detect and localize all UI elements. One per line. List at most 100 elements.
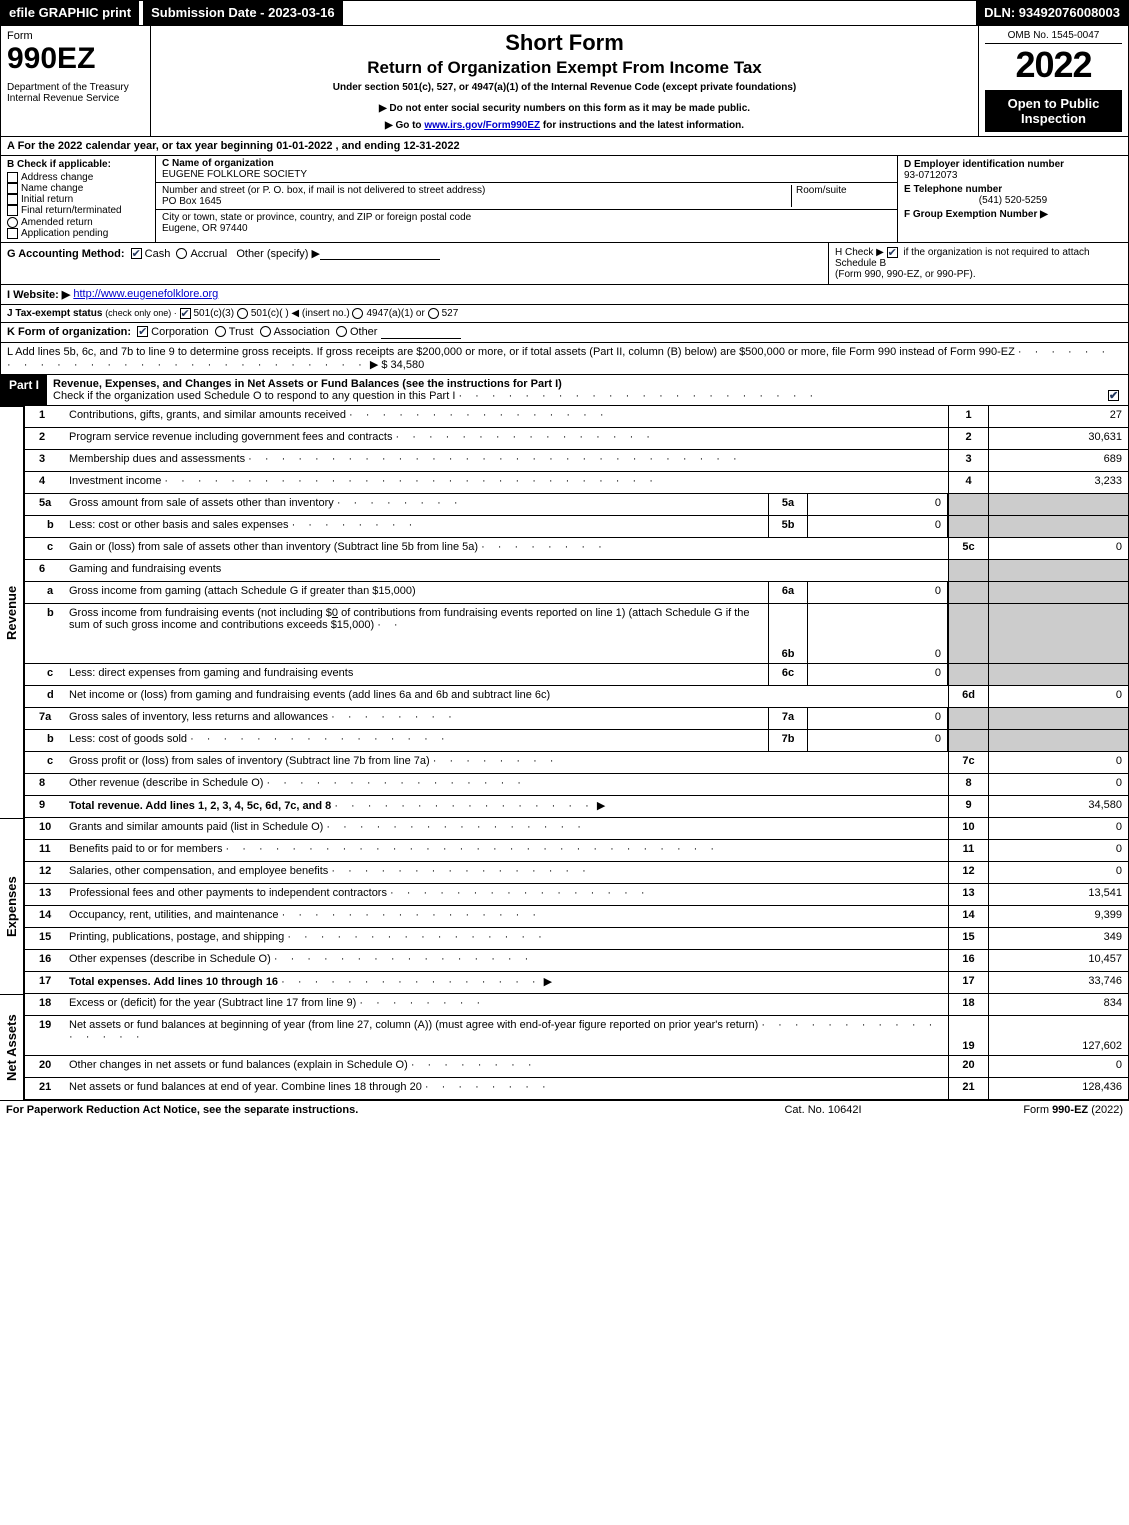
dept-1: Department of the Treasury (7, 82, 144, 93)
h-schedule-b: H Check ▶ if the organization is not req… (828, 243, 1128, 284)
val-6b: 0 (808, 604, 948, 663)
b-opt-final[interactable]: Final return/terminated (7, 205, 149, 216)
line-20: 20Other changes in net assets or fund ba… (24, 1056, 1129, 1078)
line-7b: b Less: cost of goods sold · · · · · · ·… (24, 730, 1129, 752)
dept-2: Internal Revenue Service (7, 93, 144, 104)
val-2: 30,631 (988, 428, 1128, 449)
checkbox-icon[interactable] (7, 172, 18, 183)
checkbox-icon[interactable] (180, 308, 191, 319)
section-l: L Add lines 5b, 6c, and 7b to line 9 to … (0, 343, 1129, 375)
e-phone: (541) 520-5259 (904, 195, 1122, 206)
dln: DLN: 93492076008003 (976, 1, 1128, 25)
section-gh: G Accounting Method: Cash Accrual Other … (0, 243, 1129, 285)
val-15: 349 (988, 928, 1128, 949)
line-5c: c Gain or (loss) from sale of assets oth… (24, 538, 1129, 560)
line-3: 3 Membership dues and assessments · · · … (24, 450, 1129, 472)
b-label: B Check if applicable: (7, 159, 149, 170)
note-ssn: ▶ Do not enter social security numbers o… (157, 103, 972, 114)
checkbox-icon[interactable] (7, 228, 18, 239)
expenses-label: Expenses (0, 818, 24, 994)
line-21: 21Net assets or fund balances at end of … (24, 1078, 1129, 1100)
note-link-row: ▶ Go to www.irs.gov/Form990EZ for instru… (157, 120, 972, 131)
line-6b: b Gross income from fundraising events (… (24, 604, 1129, 664)
line-1: 1 Contributions, gifts, grants, and simi… (24, 406, 1129, 428)
k-label: K Form of organization: (7, 326, 131, 339)
section-i: I Website: ▶ http://www.eugenefolklore.o… (0, 285, 1129, 305)
c-city-label: City or town, state or province, country… (162, 212, 891, 223)
title-subtitle: Under section 501(c), 527, or 4947(a)(1)… (157, 82, 972, 93)
val-6c: 0 (808, 664, 948, 685)
line-7a: 7a Gross sales of inventory, less return… (24, 708, 1129, 730)
radio-icon[interactable] (352, 308, 363, 319)
checkbox-icon[interactable] (1108, 390, 1119, 401)
other-specify-input[interactable] (320, 247, 440, 260)
line-10: 10Grants and similar amounts paid (list … (24, 818, 1129, 840)
radio-icon[interactable] (336, 326, 347, 337)
form-number: 990EZ (7, 42, 144, 76)
org-city: Eugene, OR 97440 (162, 223, 891, 234)
val-16: 10,457 (988, 950, 1128, 971)
val-18: 834 (988, 994, 1128, 1015)
website-link[interactable]: http://www.eugenefolklore.org (73, 288, 218, 301)
val-10: 0 (988, 818, 1128, 839)
line-5a: 5a Gross amount from sale of assets othe… (24, 494, 1129, 516)
val-14: 9,399 (988, 906, 1128, 927)
tax-year: 2022 (985, 44, 1122, 86)
form-header: Form 990EZ Department of the Treasury In… (0, 26, 1129, 137)
b-opt-amended[interactable]: Amended return (7, 217, 149, 228)
info-block-bcdef: B Check if applicable: Address change Na… (0, 156, 1129, 243)
checkbox-icon[interactable] (887, 247, 898, 258)
checkbox-icon[interactable] (7, 194, 18, 205)
year-box: OMB No. 1545-0047 2022 Open to Public In… (978, 26, 1128, 136)
g-label: G Accounting Method: (7, 248, 125, 260)
radio-icon[interactable] (176, 248, 187, 259)
checkbox-icon[interactable] (7, 205, 18, 216)
part1-header: Part I Revenue, Expenses, and Changes in… (0, 375, 1129, 406)
val-19: 127,602 (988, 1016, 1128, 1055)
note2-post: for instructions and the latest informat… (540, 120, 744, 131)
radio-icon[interactable] (215, 326, 226, 337)
line-18: 18Excess or (deficit) for the year (Subt… (24, 994, 1129, 1016)
line-12: 12Salaries, other compensation, and empl… (24, 862, 1129, 884)
expenses-block: Expenses 10Grants and similar amounts pa… (0, 818, 1129, 994)
org-name: EUGENE FOLKLORE SOCIETY (162, 169, 891, 180)
b-opt-address[interactable]: Address change (7, 172, 149, 183)
line-5b: b Less: cost or other basis and sales ex… (24, 516, 1129, 538)
radio-icon[interactable] (260, 326, 271, 337)
line-11: 11Benefits paid to or for members · · · … (24, 840, 1129, 862)
footer-right: Form 990-EZ (2022) (923, 1104, 1123, 1116)
i-label: I Website: ▶ (7, 288, 70, 301)
efile-label[interactable]: efile GRAPHIC print (1, 1, 139, 25)
b-opt-name[interactable]: Name change (7, 183, 149, 194)
radio-icon[interactable] (7, 217, 18, 228)
line-19: 19Net assets or fund balances at beginni… (24, 1016, 1129, 1056)
form-title-box: Short Form Return of Organization Exempt… (151, 26, 978, 136)
k-other-input[interactable] (381, 326, 461, 339)
c-name-row: C Name of organization EUGENE FOLKLORE S… (156, 156, 897, 183)
checkbox-icon[interactable] (131, 248, 142, 259)
val-3: 689 (988, 450, 1128, 471)
title-short-form: Short Form (157, 30, 972, 56)
checkbox-icon[interactable] (7, 183, 18, 194)
checkbox-icon[interactable] (137, 326, 148, 337)
line-17: 17Total expenses. Add lines 10 through 1… (24, 972, 1129, 994)
b-opt-initial[interactable]: Initial return (7, 194, 149, 205)
radio-icon[interactable] (237, 308, 248, 319)
org-street: PO Box 1645 (162, 196, 791, 207)
c-street-label: Number and street (or P. O. box, if mail… (162, 185, 791, 196)
room-label: Room/suite (791, 185, 891, 207)
val-5b: 0 (808, 516, 948, 537)
line-2: 2 Program service revenue including gove… (24, 428, 1129, 450)
open-inspection: Open to Public Inspection (985, 90, 1122, 132)
omb: OMB No. 1545-0047 (985, 30, 1122, 44)
b-opt-pending[interactable]: Application pending (7, 228, 149, 239)
part1-tag: Part I (1, 375, 47, 405)
line-4: 4 Investment income · · · · · · · · · · … (24, 472, 1129, 494)
section-j: J Tax-exempt status (check only one) · 5… (0, 305, 1129, 323)
top-bar: efile GRAPHIC print Submission Date - 20… (0, 0, 1129, 26)
val-7a: 0 (808, 708, 948, 729)
revenue-block: Revenue 1 Contributions, gifts, grants, … (0, 406, 1129, 818)
line-6a: a Gross income from gaming (attach Sched… (24, 582, 1129, 604)
radio-icon[interactable] (428, 308, 439, 319)
irs-link[interactable]: www.irs.gov/Form990EZ (424, 120, 540, 131)
